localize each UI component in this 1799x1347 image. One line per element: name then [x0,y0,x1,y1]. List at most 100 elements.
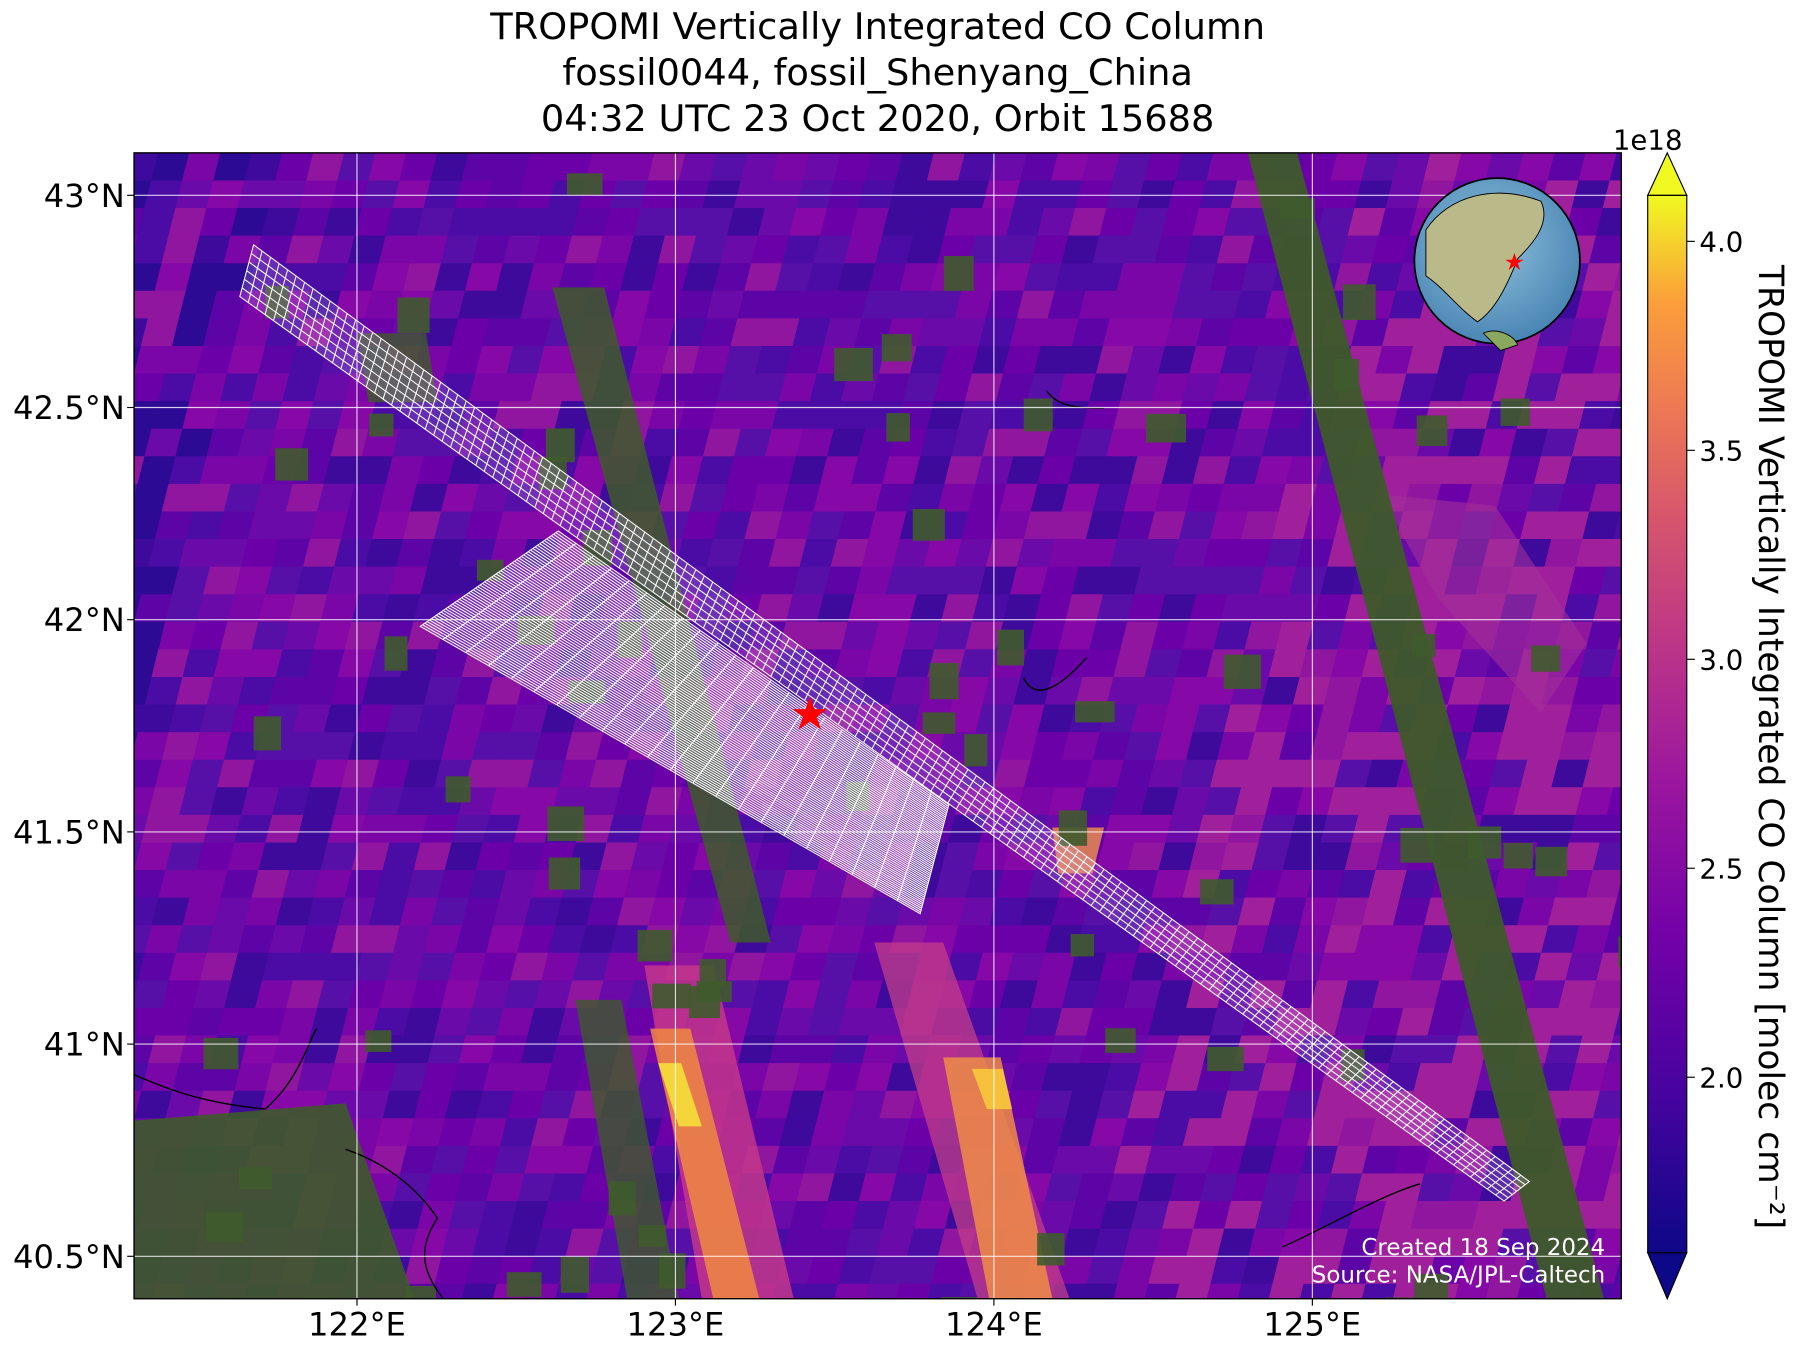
pixel [557,263,597,292]
pixel [434,1256,474,1285]
pixel [1258,1063,1298,1092]
pixel [1172,1035,1211,1064]
pixel [385,704,425,733]
pixel [1154,235,1194,264]
pixel [282,373,321,402]
pixel [1224,1201,1263,1230]
pixel [744,263,783,292]
pixel [134,870,135,899]
pixel [757,208,797,237]
pixel [906,1228,946,1257]
pixel [1578,897,1618,926]
pixel [1230,925,1270,954]
pixel [1351,814,1390,844]
surface-imagery [940,1297,978,1299]
pixel [475,345,514,375]
pixel [79,567,118,595]
pixel [14,953,53,981]
pixel [1365,1007,1404,1037]
pixel [1061,732,1101,761]
pixel [520,290,559,319]
pixel [361,180,400,209]
pixel [827,1173,867,1202]
pixel [534,1228,574,1257]
pixel [461,152,500,182]
pixel [1685,346,1724,374]
pixel [313,870,353,899]
pixel [1086,1256,1125,1285]
pixel [1686,1091,1725,1119]
pixel [1344,1090,1384,1119]
pixel [992,759,1032,788]
pixel [244,152,283,182]
pixel [372,1007,411,1037]
pixel [1410,952,1449,981]
pixel [234,814,273,844]
swath [239,243,1531,1202]
surface-imagery [253,716,282,751]
pixel [1437,345,1476,375]
pixel [292,208,332,237]
pixel [1161,1201,1201,1230]
pixel [950,180,990,209]
pixel [48,567,87,595]
pixel [1168,180,1207,209]
pixel [1734,153,1773,181]
pixel [1285,952,1325,981]
pixel [0,401,4,429]
pixel [1075,676,1115,706]
pixel [1330,649,1370,678]
pixel [1244,1118,1284,1147]
pixel [423,676,463,706]
pixel [1696,677,1735,705]
pixel [737,290,776,319]
pixel [364,290,404,319]
pixel [933,621,973,650]
pixel [864,152,904,182]
pixel [1561,345,1600,375]
pixel [499,373,539,402]
pixel [1033,345,1073,375]
pixel [38,732,77,760]
pixel [279,1007,318,1037]
pixel [1112,152,1152,182]
pixel [1164,318,1204,347]
swath-line [431,617,923,906]
pixel [647,401,687,430]
pixel [1458,759,1497,788]
pixel [789,952,829,981]
pixel [244,401,283,430]
pixel [0,1063,25,1091]
pixel [1144,1145,1184,1175]
pixel [1010,1063,1049,1092]
pixel [254,980,294,1009]
pixel [1461,373,1500,402]
pixel [382,594,421,623]
pixel [902,621,942,650]
pixel [830,1283,870,1299]
pixel [1554,373,1594,402]
pixel [441,732,480,761]
pixel [1116,511,1156,540]
pixel [1116,759,1156,788]
pixel [309,263,349,292]
pixel [7,732,46,760]
pixel [620,1007,660,1037]
pixel [444,345,483,375]
pixel [1096,1090,1135,1119]
pixel [340,511,380,540]
pixel [1079,1283,1118,1299]
pixel [1368,870,1408,899]
pixel [1592,594,1622,623]
pixel [1316,704,1356,733]
y-tick-label: 41.5°N [13,813,125,851]
pixel [702,180,742,209]
pixel [150,152,190,182]
pixel [75,456,114,484]
pixel [1306,621,1345,650]
pixel [1454,401,1494,430]
pixel [0,567,24,595]
pixel [1265,1035,1304,1064]
pixel [1186,1228,1225,1257]
pixel [1472,1201,1511,1230]
